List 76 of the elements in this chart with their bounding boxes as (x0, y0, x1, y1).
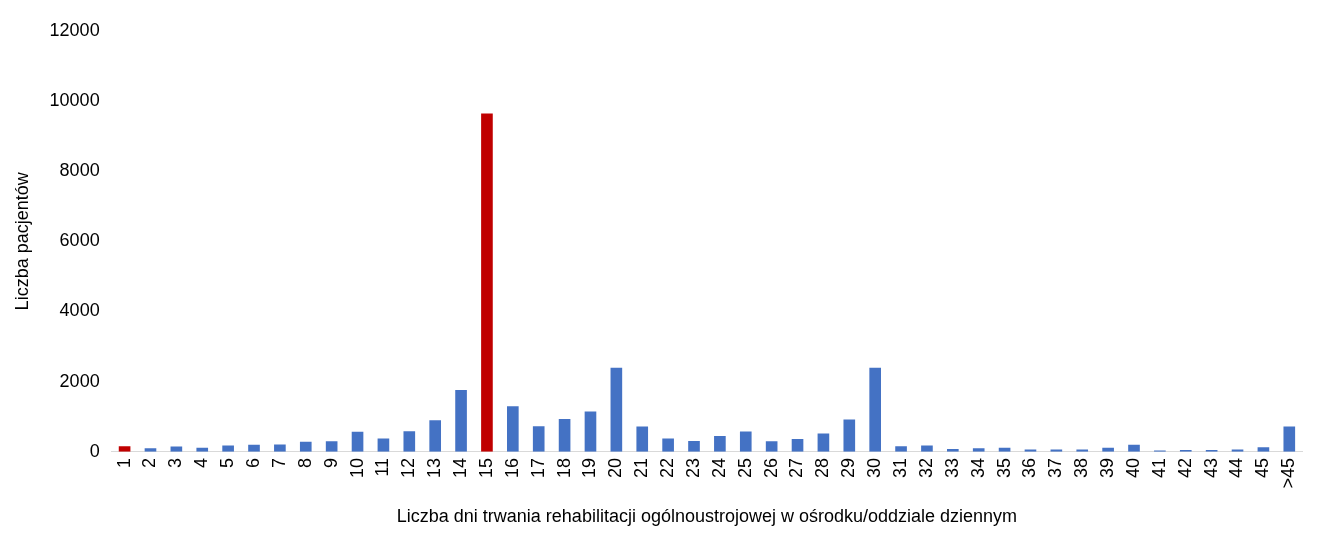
bar (351, 431, 364, 452)
bar (843, 419, 856, 452)
x-tick-label: 15 (475, 457, 496, 478)
x-tick-label: 22 (657, 457, 678, 478)
x-tick-label: 28 (812, 457, 833, 478)
x-tick-label: 43 (1200, 457, 1221, 478)
bar (455, 390, 467, 452)
x-tick-label: 41 (1148, 457, 1169, 478)
x-tick-label: 45 (1252, 457, 1273, 478)
bar (558, 418, 571, 452)
x-tick-label: 10 (346, 457, 367, 478)
x-tick-label: 18 (553, 457, 574, 478)
y-tick-label: 2000 (59, 370, 100, 391)
x-tick-label: 2 (139, 457, 160, 468)
y-tick-label: 6000 (59, 230, 100, 251)
x-tick-label: 12 (398, 457, 419, 478)
x-tick-label: 39 (1097, 457, 1118, 478)
x-tick-label: 1 (113, 457, 134, 468)
y-tick-label: 12000 (49, 19, 100, 40)
x-tick-label: 16 (501, 457, 522, 478)
x-tick-label: 11 (372, 457, 393, 477)
y-tick-label: 8000 (59, 160, 100, 181)
x-tick-label: 36 (1019, 457, 1040, 478)
bar (403, 431, 416, 452)
x-tick-label: 44 (1226, 457, 1247, 478)
x-tick-label: >45 (1278, 457, 1299, 489)
bar (584, 411, 597, 452)
x-tick-label: 6 (242, 457, 263, 468)
x-tick-label: 13 (424, 457, 445, 478)
bar (739, 431, 752, 452)
x-tick-label: 9 (320, 457, 341, 468)
x-tick-label: 19 (579, 457, 600, 478)
y-tick-label: 0 (89, 440, 100, 461)
x-tick-label: 42 (1174, 457, 1195, 478)
bar (481, 113, 493, 452)
bar (532, 426, 545, 452)
x-axis-title: Liczba dni trwania rehabilitacji ogólnoustrojowej w ośrodku/oddziale dziennym (396, 506, 1018, 527)
x-tick-label: 7 (268, 457, 289, 468)
x-tick-label: 21 (631, 457, 652, 478)
bar (869, 367, 881, 452)
x-tick-label: 35 (993, 457, 1014, 478)
x-tick-label: 3 (165, 457, 186, 468)
bar (299, 441, 312, 452)
x-tick-label: 14 (450, 457, 471, 478)
x-tick-label: 37 (1045, 457, 1066, 478)
bar (636, 426, 649, 452)
x-tick-label: 32 (915, 457, 936, 478)
x-tick-label: 5 (217, 457, 238, 468)
y-axis-title: Liczba pacjentów (11, 171, 32, 311)
x-tick-label: 29 (838, 457, 859, 478)
bar (610, 367, 623, 452)
bar (1283, 426, 1296, 452)
x-tick-label: 40 (1122, 457, 1143, 478)
x-tick-label: 23 (682, 457, 703, 478)
x-tick-label: 24 (708, 457, 729, 478)
bar (895, 446, 907, 452)
x-tick-label: 8 (294, 457, 315, 468)
bar (429, 420, 441, 452)
x-tick-label: 20 (605, 457, 626, 478)
bar (507, 406, 519, 452)
x-tick-label: 17 (527, 457, 548, 478)
bar (274, 444, 286, 452)
y-tick-label: 4000 (59, 300, 100, 321)
y-tick-label: 10000 (49, 89, 100, 110)
x-tick-label: 33 (941, 457, 962, 478)
x-tick-label: 27 (786, 457, 807, 478)
x-tick-label: 31 (890, 457, 911, 478)
x-tick-label: 26 (760, 457, 781, 478)
bar (714, 436, 726, 452)
bar (662, 438, 674, 452)
bar (688, 440, 700, 452)
x-tick-label: 25 (734, 457, 755, 478)
x-tick-label: 34 (967, 457, 988, 478)
x-tick-label: 4 (191, 457, 212, 468)
x-tick-label: 30 (864, 457, 885, 478)
x-tick-label: 38 (1071, 457, 1092, 478)
